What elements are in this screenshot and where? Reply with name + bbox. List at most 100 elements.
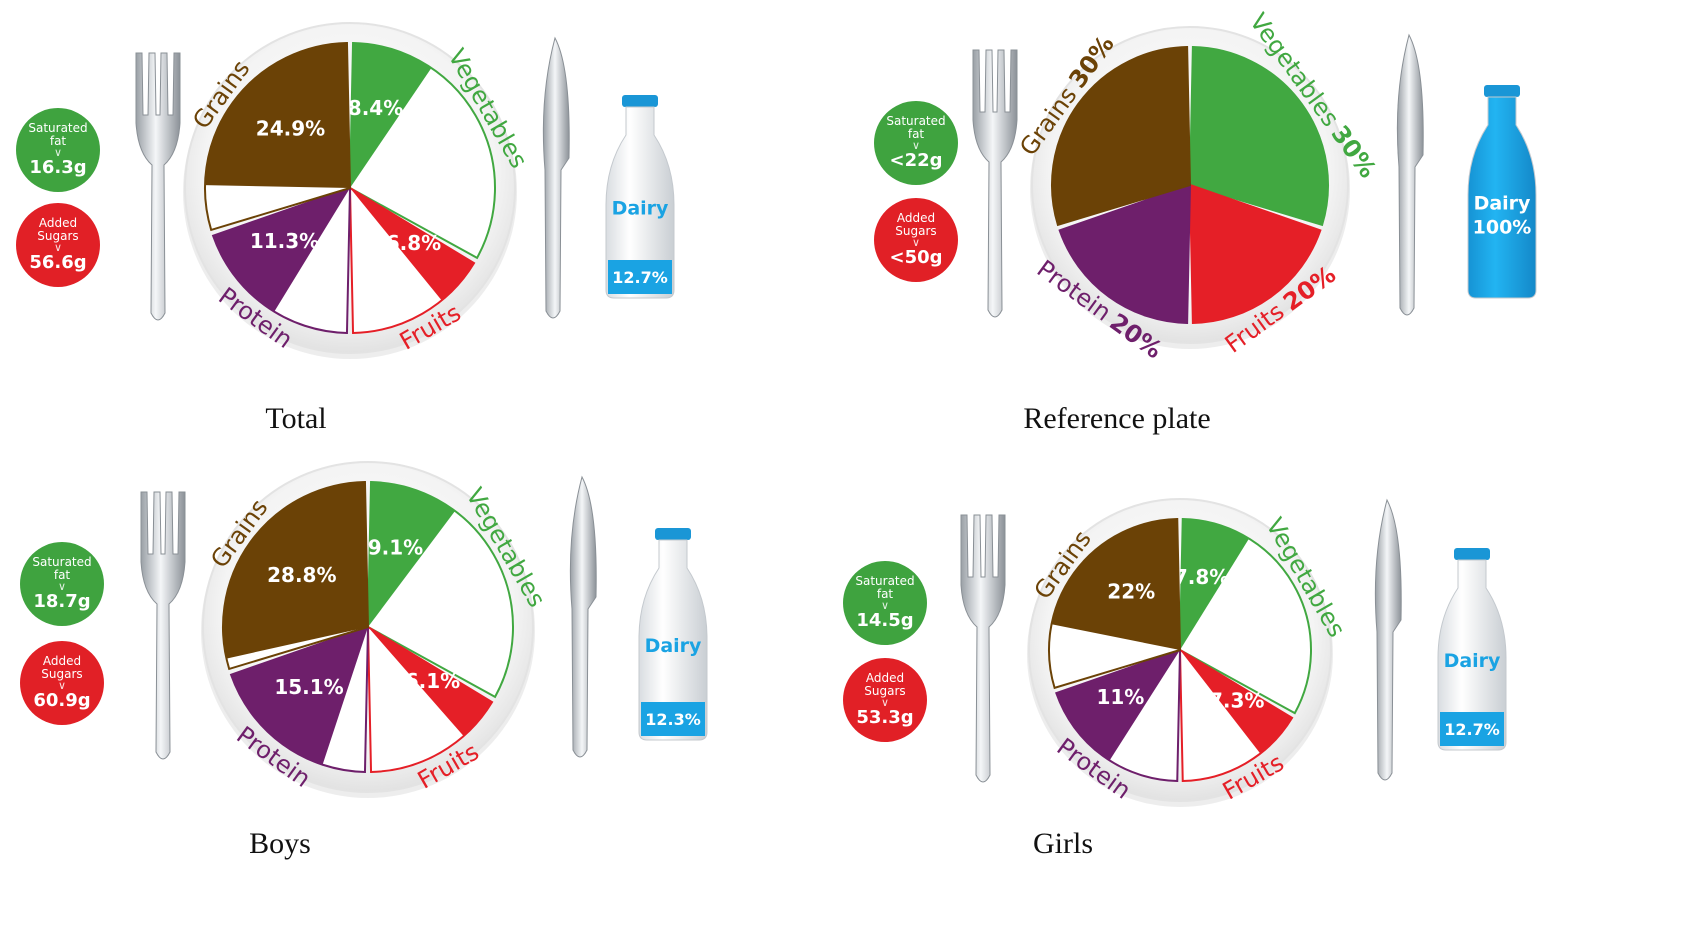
added-sugars-badge-label: Sugars [37,229,79,243]
dairy-fill [1440,712,1504,746]
protein-fill [1059,185,1190,323]
chevron-down-icon: ∨ [53,146,63,159]
saturated-fat-badge-label: Saturated [855,574,915,588]
plate-caption: Girls [1033,827,1093,860]
added-sugars-badge-label: Sugars [41,667,83,681]
added-sugars-badge-label: Added [42,654,82,668]
saturated-fat-badge-label: Saturated [886,114,946,128]
added-sugars-badge: Added Sugars ∨ 60.9g [20,641,104,725]
fruits-fill [368,627,493,737]
vegetables-fill [368,482,456,627]
grains-fill [223,482,368,659]
dairy-fill [641,702,705,736]
saturated-fat-badge-value: <22g [889,150,943,171]
grains-value-label: 28.8% [267,563,336,587]
saturated-fat-badge: Saturated fat ∨ 16.3g [16,108,100,192]
dairy-value-label: 12.7% [1444,720,1500,739]
saturated-fat-badge-value: 14.5g [856,610,914,631]
added-sugars-badge-label: Sugars [864,684,906,698]
bottle-body [1467,96,1537,299]
plate-caption: Boys [249,827,311,860]
vegetables-value-label: 9.1% [368,535,423,559]
vegetables-fill [1180,519,1249,650]
slice-grains: 28.8%Grains [205,481,370,671]
bottle-body [605,106,675,299]
knife-icon [1374,498,1402,781]
added-sugars-badge-value: 53.3g [856,707,914,728]
fork-icon [972,49,1018,318]
grains-fill [1052,47,1190,225]
fruits-fill [1180,650,1293,754]
protein-value-label: 11% [1096,685,1144,709]
protein-value-label: 11.3% [250,229,319,253]
added-sugars-badge: Added Sugars ∨ 56.6g [16,203,100,287]
saturated-fat-badge: Saturated fat ∨ 18.7g [20,542,104,626]
dairy-label: Dairy [1444,650,1501,672]
protein-value-label: 15.1% [274,675,343,699]
plate-caption: Reference plate [1023,402,1211,435]
bottle-body [638,539,708,741]
knife-icon [542,36,570,319]
added-sugars-badge: Added Sugars ∨ <50g [874,198,958,282]
chevron-down-icon: ∨ [880,696,890,709]
added-sugars-badge-label: Added [896,211,936,225]
added-sugars-badge-label: Added [865,671,905,685]
chevron-down-icon: ∨ [57,580,67,593]
dairy-bottle: 12.7% Dairy [605,95,675,299]
fruits-fill [350,188,475,301]
knife-icon [1396,33,1424,316]
added-sugars-badge-label: Added [38,216,78,230]
fruits-fill [1190,185,1321,323]
saturated-fat-badge: Saturated fat ∨ <22g [874,101,958,185]
chevron-down-icon: ∨ [53,241,63,254]
chevron-down-icon: ∨ [880,599,890,612]
plate-panel-0: 8.4% Vegetables6.8%Fruits11.3%Protein24.9… [135,22,675,359]
protein-fill [213,188,350,312]
chevron-down-icon: ∨ [57,679,67,692]
bottle-cap [1454,548,1490,560]
added-sugars-badge-value: 60.9g [33,690,91,711]
vegetables-fill [1190,47,1329,225]
saturated-fat-badge-label: fat [907,127,925,141]
fork-icon [135,52,181,321]
protein-fill [231,627,368,765]
fruits-value-label: 7.3% [1209,689,1264,713]
dairy-fill [608,260,672,294]
dairy-value-label: 100% [1473,217,1532,239]
grains-value-label: 22% [1107,580,1155,604]
saturated-fat-badge-label: Saturated [32,555,92,569]
dairy-value-label: 12.3% [645,710,701,729]
added-sugars-badge: Added Sugars ∨ 53.3g [843,658,927,742]
bottle-cap [1484,85,1520,97]
added-sugars-badge-label: Sugars [895,224,937,238]
bottle-cap [655,528,691,540]
grains-fill [205,43,350,188]
fork-icon [960,514,1006,783]
plate-caption: Total [265,402,327,435]
saturated-fat-badge-label: fat [53,568,71,582]
dairy-value-label: 12.7% [612,268,668,287]
saturated-fat-badge-label: fat [49,134,67,148]
dairy-label: Dairy [645,635,702,657]
plate-panel-1: Vegetables30%Fruits20%Protein20%Grains30… [972,8,1537,364]
bottle-cap [622,95,658,107]
saturated-fat-badge-value: 18.7g [33,591,91,612]
dairy-bottle: 12.3% Dairy [638,528,708,741]
added-sugars-badge-value: 56.6g [29,252,87,273]
grains-value-label: 24.9% [256,117,325,141]
grains-fill [1051,519,1180,650]
fork-icon [140,491,186,760]
vegetables-value-label: 8.4% [348,96,403,120]
knife-icon [569,475,597,758]
saturated-fat-badge-label: fat [876,587,894,601]
fruits-value-label: 6.1% [405,669,460,693]
vegetables-value-label: 7.8% [1174,565,1229,589]
dairy-label: Dairy [612,198,669,220]
saturated-fat-badge-label: Saturated [28,121,88,135]
vegetables-fill [350,43,432,188]
dairy-bottle: 12.7% Dairy [1437,548,1507,751]
slice-fruits: 6.8%Fruits [348,186,476,356]
chevron-down-icon: ∨ [911,139,921,152]
